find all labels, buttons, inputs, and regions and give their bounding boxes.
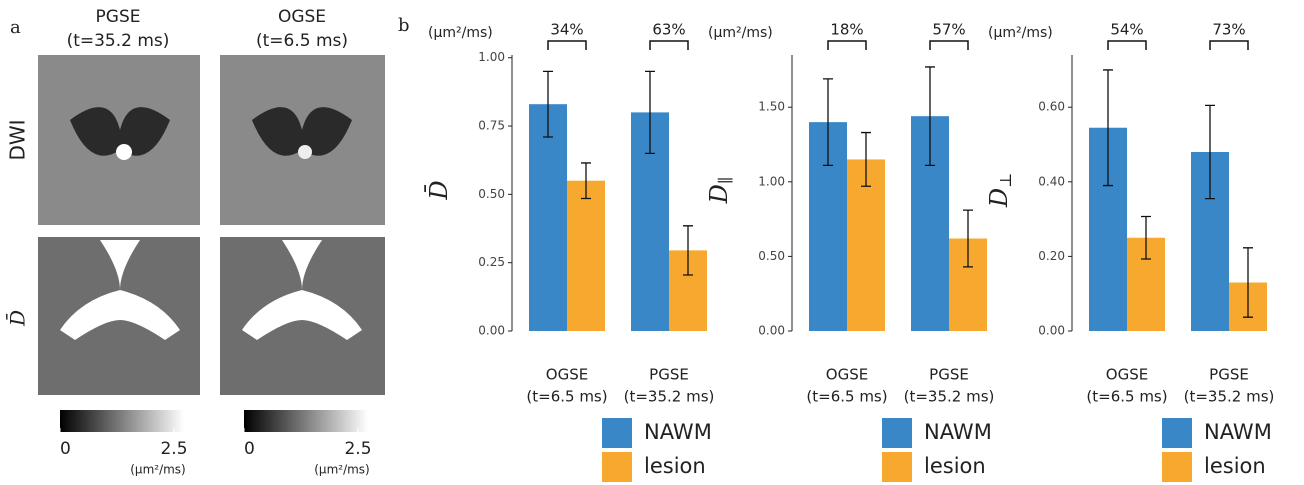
y-tick-label: 0.60 [1038, 100, 1065, 114]
column-title: OGSE [278, 7, 326, 27]
y-tick-label: 1.00 [478, 50, 505, 64]
x-tick-label: OGSE [546, 366, 588, 384]
column-title: PGSE [96, 7, 141, 27]
difference-bracket [828, 41, 866, 50]
y-tick-label: 0.75 [478, 119, 505, 133]
colorbar-unit: (µm²/ms) [130, 463, 185, 477]
y-unit: (µm²/ms) [988, 25, 1053, 41]
bar [529, 104, 567, 331]
y-axis-label-main: D [985, 188, 1013, 208]
panel-label: a [10, 17, 21, 38]
colorbar-tick-label: 2.5 [160, 439, 187, 459]
x-tick-label: PGSE [929, 366, 969, 384]
row-label: DWI [6, 119, 30, 160]
difference-label: 57% [932, 21, 965, 39]
colorbar-tick-label: 0 [60, 439, 71, 459]
colorbar [244, 410, 368, 432]
y-axis-label-main: D̄ [424, 180, 452, 200]
legend-swatch [882, 418, 912, 448]
y-tick-label: 0.00 [478, 324, 505, 338]
legend-label: NAWM [924, 420, 992, 444]
x-tick-note: (t=6.5 ms) [1086, 388, 1167, 406]
y-tick-label: 0.20 [1038, 249, 1065, 263]
legend-label: lesion [924, 454, 986, 478]
y-axis-label: D̄ [424, 180, 452, 200]
difference-bracket [1210, 41, 1248, 50]
legend-label: NAWM [644, 420, 712, 444]
y-tick-label: 0.40 [1038, 174, 1065, 188]
x-tick-note: (t=35.2 ms) [1184, 388, 1275, 406]
colorbar-tick-label: 2.5 [344, 439, 371, 459]
y-axis-label: D⊥ [985, 173, 1015, 208]
difference-label: 73% [1212, 21, 1245, 39]
y-axis-label-main: D [705, 184, 733, 204]
y-tick-label: 1.50 [758, 100, 785, 114]
row-label: D̄ [5, 310, 30, 327]
y-tick-label: 0.25 [478, 255, 505, 269]
y-tick-label: 1.00 [758, 174, 785, 188]
x-tick-note: (t=35.2 ms) [904, 388, 995, 406]
legend-swatch [1162, 418, 1192, 448]
difference-bracket [548, 41, 586, 50]
y-axis-label-sub: ⊥ [996, 173, 1015, 188]
y-tick-label: 0.00 [758, 324, 785, 338]
legend-swatch [602, 418, 632, 448]
column-note: (t=35.2 ms) [67, 31, 170, 51]
x-tick-label: PGSE [649, 366, 689, 384]
figure: a b DWI D̄ PGSE (t=35.2 ms) 0 2.5 (µm²/ms) OG… [0, 0, 1304, 485]
panel-label: b [398, 15, 410, 36]
x-tick-label: OGSE [826, 366, 868, 384]
colorbar-unit: (µm²/ms) [314, 463, 369, 477]
difference-bracket [650, 41, 688, 50]
y-tick-label: 0.50 [758, 249, 785, 263]
y-unit: (µm²/ms) [428, 25, 493, 41]
legend-swatch [1162, 452, 1192, 482]
y-axis-label-sub: ∥ [716, 177, 735, 184]
y-unit: (µm²/ms) [708, 25, 773, 41]
colorbar-tick-label: 0 [244, 439, 255, 459]
difference-label: 18% [830, 21, 863, 39]
x-tick-note: (t=35.2 ms) [624, 388, 715, 406]
colorbar [60, 410, 184, 432]
y-tick-label: 0.00 [1038, 324, 1065, 338]
legend-label: NAWM [1204, 420, 1272, 444]
difference-bracket [930, 41, 968, 50]
legend-label: lesion [644, 454, 706, 478]
bar [567, 181, 605, 331]
mri-images [38, 55, 385, 395]
legend-label: lesion [1204, 454, 1266, 478]
y-axis-label: D∥ [705, 177, 735, 205]
x-tick-label: OGSE [1106, 366, 1148, 384]
difference-label: 34% [550, 21, 583, 39]
legend-swatch [882, 452, 912, 482]
x-tick-note: (t=6.5 ms) [806, 388, 887, 406]
difference-label: 63% [652, 21, 685, 39]
x-tick-label: PGSE [1209, 366, 1249, 384]
legend-swatch [602, 452, 632, 482]
difference-bracket [1108, 41, 1146, 50]
y-tick-label: 0.50 [478, 187, 505, 201]
x-tick-note: (t=6.5 ms) [526, 388, 607, 406]
column-note: (t=6.5 ms) [256, 31, 348, 51]
difference-label: 54% [1110, 21, 1143, 39]
